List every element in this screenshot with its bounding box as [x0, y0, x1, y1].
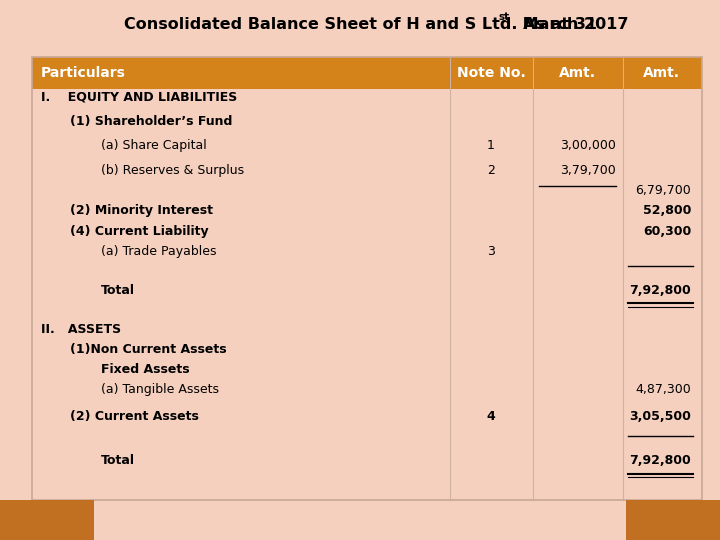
Text: 6,79,700: 6,79,700	[636, 184, 691, 197]
Bar	[626, 500, 720, 540]
Bar	[32, 57, 702, 89]
Bar	[32, 57, 702, 500]
Text: Total: Total	[101, 284, 135, 297]
Text: (a) Tangible Assets: (a) Tangible Assets	[101, 383, 219, 396]
Text: st: st	[499, 12, 510, 22]
Text: I.    EQUITY AND LIABILITIES: I. EQUITY AND LIABILITIES	[41, 91, 238, 104]
Text: 3,05,500: 3,05,500	[629, 410, 691, 423]
Text: (1) Shareholder’s Fund: (1) Shareholder’s Fund	[70, 115, 233, 128]
Text: Amt.: Amt.	[642, 66, 680, 80]
Text: II.   ASSETS: II. ASSETS	[41, 323, 121, 336]
Text: 7,92,800: 7,92,800	[629, 454, 691, 467]
Text: 7,92,800: 7,92,800	[629, 284, 691, 297]
Text: Total: Total	[101, 454, 135, 467]
Text: Amt.: Amt.	[559, 66, 596, 80]
Bar	[32, 57, 702, 500]
Text: (a) Trade Payables: (a) Trade Payables	[101, 245, 216, 258]
Text: Consolidated Balance Sheet of H and S Ltd. As at 31: Consolidated Balance Sheet of H and S Lt…	[124, 17, 596, 32]
Text: March 2017: March 2017	[517, 17, 629, 32]
Text: 1: 1	[487, 139, 495, 152]
Text: 4,87,300: 4,87,300	[636, 383, 691, 396]
Text: Particulars: Particulars	[41, 66, 126, 80]
Text: 3,79,700: 3,79,700	[560, 164, 616, 177]
Text: 60,300: 60,300	[643, 225, 691, 238]
Text: (2) Current Assets: (2) Current Assets	[70, 410, 199, 423]
Text: (4) Current Liability: (4) Current Liability	[70, 225, 209, 238]
Text: 52,800: 52,800	[643, 204, 691, 217]
Text: 4: 4	[487, 410, 495, 423]
Text: 2: 2	[487, 164, 495, 177]
Text: Note No.: Note No.	[456, 66, 526, 80]
Bar	[0, 500, 94, 540]
Text: 3: 3	[487, 245, 495, 258]
Text: 3,00,000: 3,00,000	[559, 139, 616, 152]
Text: Fixed Assets: Fixed Assets	[101, 363, 189, 376]
Text: (2) Minority Interest: (2) Minority Interest	[70, 204, 213, 217]
Text: (b) Reserves & Surplus: (b) Reserves & Surplus	[101, 164, 244, 177]
Text: (1)Non Current Assets: (1)Non Current Assets	[70, 343, 227, 356]
Text: (a) Share Capital: (a) Share Capital	[101, 139, 207, 152]
